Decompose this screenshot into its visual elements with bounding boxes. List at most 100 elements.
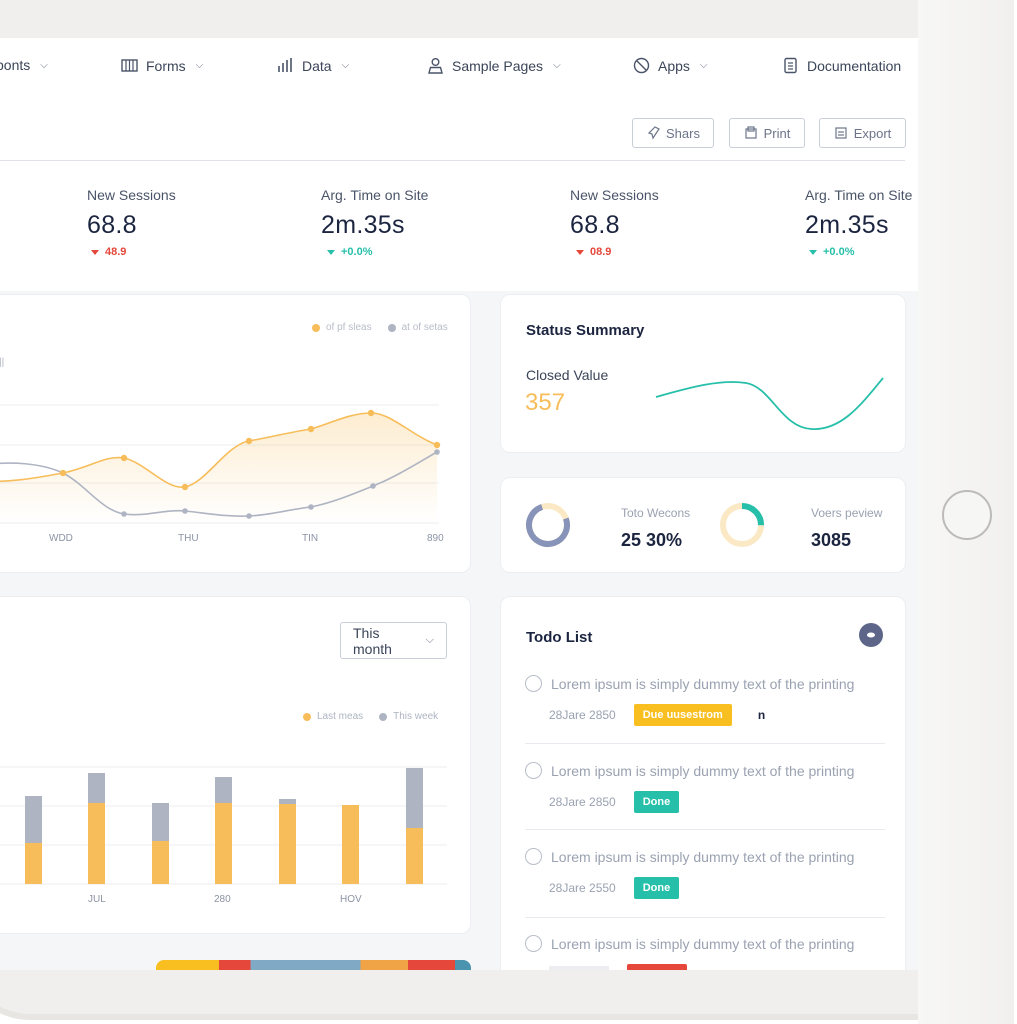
nav-item-label: Documentation <box>807 57 902 74</box>
chevron-down-icon: ⌵ <box>553 60 561 71</box>
stat-new-sessions-2: New Sessions 68.8 08.9 <box>570 187 659 258</box>
stat-value: 2m.35s <box>805 211 889 239</box>
donut-value <box>720 503 764 547</box>
stat-label: Arg. Time on Site <box>321 187 429 203</box>
apps-icon <box>633 57 650 74</box>
chevron-down-icon: ⌵ <box>425 634 434 646</box>
todo-checkbox[interactable] <box>525 935 542 952</box>
todo-date: 28Jare 2850 <box>549 708 616 722</box>
x-tick-label: 890 <box>427 533 444 544</box>
legend-label: Last meas <box>317 711 364 722</box>
select-value: This month <box>353 624 392 657</box>
home-button[interactable] <box>942 490 992 540</box>
chevron-down-icon: ⌵ <box>341 60 350 71</box>
card-title: Todo List <box>526 629 593 646</box>
stat-label: New Sessions <box>570 187 659 203</box>
data-point <box>307 425 315 433</box>
closed-value-label: Closed Value <box>526 367 609 383</box>
status-summary-card: Status Summary Closed Value 357 <box>500 294 906 453</box>
line-chart-svg <box>0 404 441 524</box>
todo-divider <box>525 743 885 744</box>
todo-meta: 28Jare 2850 Done <box>549 791 885 813</box>
export-icon <box>835 127 847 139</box>
nav-item-components[interactable]: ponts ⌵ <box>0 57 48 73</box>
data-point <box>120 454 128 462</box>
legend-dot <box>312 323 320 332</box>
bar-last-month <box>406 828 423 884</box>
todo-date-placeholder <box>549 966 609 970</box>
todo-checkbox[interactable] <box>525 675 542 692</box>
user-icon <box>428 58 443 74</box>
period-select[interactable]: This month ⌵ <box>340 622 447 659</box>
donut-chart-left <box>526 503 570 547</box>
bar-last-month <box>215 803 232 884</box>
stat-delta-value: 08.9 <box>590 246 612 258</box>
partial-card-banner <box>156 960 471 970</box>
stat-delta: +0.0% <box>327 246 428 258</box>
donut-stats-card: Toto Wecons 25 30% Voers peview 3085 <box>500 477 906 573</box>
nav-item-documentation[interactable]: Documentation <box>782 57 901 74</box>
donut-value-text: 25 30% <box>621 530 683 550</box>
nav-item-apps[interactable]: Apps ⌵ <box>633 57 708 74</box>
export-button[interactable]: Export <box>819 118 906 148</box>
more-icon[interactable] <box>859 623 883 647</box>
x-tick-label: THU <box>178 533 199 544</box>
nav-item-forms[interactable]: Forms ⌵ <box>121 57 203 74</box>
todo-date: 28Jare 2850 <box>549 795 616 809</box>
sparkline <box>655 377 884 430</box>
todo-status-badge <box>627 964 687 970</box>
todo-text-row: Lorem ipsum is simply dummy text of the … <box>525 935 885 952</box>
legend-dot <box>379 712 388 721</box>
card-title: Status Summary <box>526 322 645 339</box>
todo-text: Lorem ipsum is simply dummy text of the … <box>551 848 855 865</box>
chevron-down-icon: ⌵ <box>699 60 708 71</box>
todo-meta: 28Jare 2550 Done <box>549 877 885 899</box>
todo-divider <box>525 917 885 918</box>
todo-text: Lorem ipsum is simply dummy text of the … <box>551 675 855 692</box>
donut-value-text: 3085 <box>811 530 852 550</box>
todo-text-row: Lorem ipsum is simply dummy text of the … <box>525 848 885 865</box>
stat-delta: +0.0% <box>809 246 912 258</box>
bar-chart-legend: Last meas This week <box>303 711 438 722</box>
bar-chart-card: This month ⌵ Last meas This week <box>0 596 471 934</box>
stat-value: 68.8 <box>570 211 620 239</box>
share-button[interactable]: Shars <box>632 118 714 148</box>
nav-item-label: Sample Pages <box>452 57 544 74</box>
x-tick-label: JUL <box>88 894 106 905</box>
toolbar-divider <box>0 160 905 161</box>
legend-label: of pf sleas <box>326 322 372 333</box>
todo-date: 28Jare 2550 <box>549 881 616 895</box>
stat-avg-time-2: Arg. Time on Site 2m.35s +0.0% <box>805 187 912 258</box>
legend-label: at of setas <box>401 322 448 333</box>
print-icon <box>745 126 757 139</box>
sparkline-path <box>655 377 884 430</box>
bar-last-month <box>279 804 296 884</box>
nav-item-sample-pages[interactable]: Sample Pages ⌵ <box>427 57 561 74</box>
data-point <box>434 449 440 455</box>
nav-item-label: ponts <box>0 57 31 73</box>
line-chart-card: of pf sleas at of setas || <box>0 294 471 573</box>
data-point <box>308 504 314 510</box>
data-point <box>121 511 127 517</box>
x-tick-label: WDD <box>49 533 73 544</box>
nav-item-data[interactable]: Data ⌵ <box>277 57 349 74</box>
top-navigation: ponts ⌵ Forms ⌵ Data ⌵ Sample Pages ⌵ Ap… <box>0 38 918 96</box>
x-tick-label: TIN <box>302 533 319 544</box>
todo-status-badge: Done <box>633 877 680 899</box>
data-point <box>370 483 376 489</box>
todo-checkbox[interactable] <box>525 762 542 779</box>
trend-icon <box>809 249 817 255</box>
todo-checkbox[interactable] <box>525 848 542 865</box>
print-button[interactable]: Print <box>729 118 805 148</box>
stat-value: 68.8 <box>87 211 137 239</box>
todo-text: Lorem ipsum is simply dummy text of the … <box>551 935 855 952</box>
stat-delta: 48.9 <box>91 246 176 258</box>
todo-item: Lorem ipsum is simply dummy text of the … <box>525 935 885 970</box>
data-point <box>181 483 189 491</box>
todo-item: Lorem ipsum is simply dummy text of the … <box>525 675 885 726</box>
donut-chart-right <box>720 503 764 547</box>
stat-label: New Sessions <box>87 187 176 203</box>
todo-item: Lorem ipsum is simply dummy text of the … <box>525 848 885 899</box>
donut-label: Voers peview <box>811 506 883 520</box>
share-icon <box>647 126 660 140</box>
